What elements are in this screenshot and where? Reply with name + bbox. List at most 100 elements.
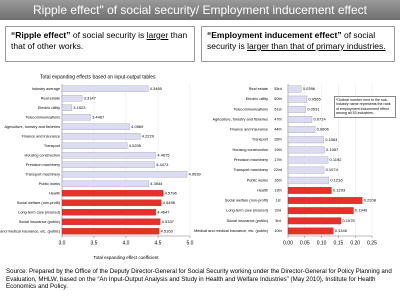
- value-label: 0.1192: [330, 157, 343, 162]
- bar: [61, 142, 128, 149]
- value-label: 4.3465: [150, 86, 163, 91]
- value-label: 3.3147: [84, 95, 97, 100]
- value-label: 4.0205: [129, 143, 142, 148]
- rank-label: 47th: [274, 117, 281, 121]
- callout: “Employment inducement effect” of social…: [201, 26, 395, 62]
- bar: [61, 133, 141, 140]
- bar: [287, 105, 306, 113]
- value-label: 4.4473: [156, 162, 169, 167]
- x-tick-label: 0.05: [300, 240, 310, 246]
- x-tick-label: 4.5: [155, 240, 162, 246]
- category-label: Telecommunications: [234, 107, 268, 111]
- bar: [287, 136, 324, 144]
- category-label: Social welfare (non-profit): [17, 201, 61, 205]
- bar: [61, 152, 157, 159]
- value-label: 0.1949: [355, 208, 368, 213]
- x-tick-label: 0.20: [350, 240, 360, 246]
- value-label: 0.2208: [364, 198, 377, 203]
- value-label: 0.1064: [325, 137, 338, 142]
- bar: [287, 116, 313, 123]
- value-label: 4.4675: [157, 152, 170, 157]
- category-label: Transport: [44, 144, 61, 148]
- bar: [61, 199, 162, 206]
- category-label: Telecommunications: [26, 115, 60, 119]
- category-label: Long-term care (insured): [226, 209, 269, 213]
- chart-title: Total expanding effects based on input-o…: [40, 74, 156, 80]
- callout: “Ripple effect” of social security is la…: [5, 26, 195, 62]
- bar: [287, 85, 302, 93]
- callout-bold: “Employment inducement effect”: [207, 30, 342, 40]
- value-label: 0.0565: [308, 96, 321, 101]
- category-label: Electric utility: [246, 97, 268, 101]
- category-label: Industry average: [32, 87, 60, 91]
- category-label: Real estate: [249, 87, 268, 91]
- category-label: Social insurance (public): [227, 219, 269, 223]
- value-label: 4.3544: [150, 181, 163, 186]
- bar: [287, 207, 354, 215]
- category-label: Public works: [39, 182, 60, 186]
- x-tick-label: 0.25: [367, 240, 377, 246]
- value-label: 0.1346: [335, 228, 348, 233]
- bar: [287, 187, 332, 194]
- bar: [287, 156, 329, 164]
- rank-label: 19th: [274, 148, 281, 152]
- source-note: Source: Prepared by the Office of the De…: [6, 268, 392, 291]
- category-label: Long-term care (insured): [18, 210, 61, 214]
- x-tick-label: 3.0: [59, 240, 66, 246]
- value-label: 4.5337: [162, 219, 175, 224]
- x-tick-label: 3.5: [91, 240, 98, 246]
- category-label: Medical and medical insurance, etc. (pub…: [194, 229, 269, 233]
- value-label: 4.0569: [131, 124, 144, 129]
- category-label: Medical and medical insurance, etc. (pub…: [0, 229, 61, 233]
- bar: [287, 126, 316, 133]
- rank-label: 28th: [274, 138, 281, 142]
- rank-label: 53rd: [274, 87, 282, 91]
- rank-label: 51st: [274, 107, 282, 111]
- value-label: 0.1293: [333, 187, 346, 192]
- rank-label: 1st: [275, 199, 281, 203]
- rank-label: 10th: [274, 229, 281, 233]
- value-label: 0.0396: [303, 86, 316, 91]
- bar: [61, 95, 83, 102]
- x-tick-label: 5.0: [187, 240, 194, 246]
- category-label: Transport machinery: [233, 168, 268, 172]
- value-label: 4.9539: [189, 171, 202, 176]
- rank-label: 50th: [274, 97, 281, 101]
- value-label: 0.0531: [307, 106, 320, 111]
- value-label: 3.1523: [73, 105, 86, 110]
- category-label: Housing construction: [233, 148, 268, 152]
- rank-label: 17th: [274, 158, 281, 162]
- category-label: Social welfare (non-profit): [225, 199, 269, 203]
- value-label: 0.1087: [326, 147, 339, 152]
- x-axis-label: Total expanding effect coefficient: [93, 255, 159, 260]
- category-label: Real estate: [41, 96, 60, 100]
- charts: Total expanding effects based on input-o…: [0, 74, 377, 260]
- category-label: Social insurance (public): [19, 220, 61, 224]
- value-label: 0.1216: [330, 177, 343, 182]
- callout-underline: larger than that of primary industries.: [247, 41, 386, 51]
- bar: [61, 180, 149, 187]
- bar: [61, 209, 156, 216]
- bar: [61, 171, 188, 178]
- category-label: Finance and insurance: [22, 134, 60, 138]
- bar: [287, 166, 325, 174]
- bar: [287, 95, 308, 103]
- value-label: 4.5498: [163, 200, 176, 205]
- slide-title: Ripple effect" of social security/ Emplo…: [0, 0, 400, 20]
- value-label: 4.2229: [142, 133, 155, 138]
- value-label: 0.0714: [313, 117, 326, 122]
- bar: [287, 227, 334, 235]
- category-label: Public works: [247, 178, 268, 182]
- category-label: Precision machinery: [26, 163, 60, 167]
- bar: [287, 217, 342, 225]
- bar: [61, 123, 130, 130]
- value-label: 4.5796: [165, 190, 178, 195]
- value-label: 0.0806: [317, 127, 330, 132]
- bar: [287, 197, 363, 204]
- category-label: Transport: [252, 138, 269, 142]
- callout-text: of social security is: [207, 30, 376, 51]
- rank-label: 13th: [274, 188, 281, 192]
- rank-label: 16th: [274, 178, 281, 182]
- bar: [287, 176, 330, 184]
